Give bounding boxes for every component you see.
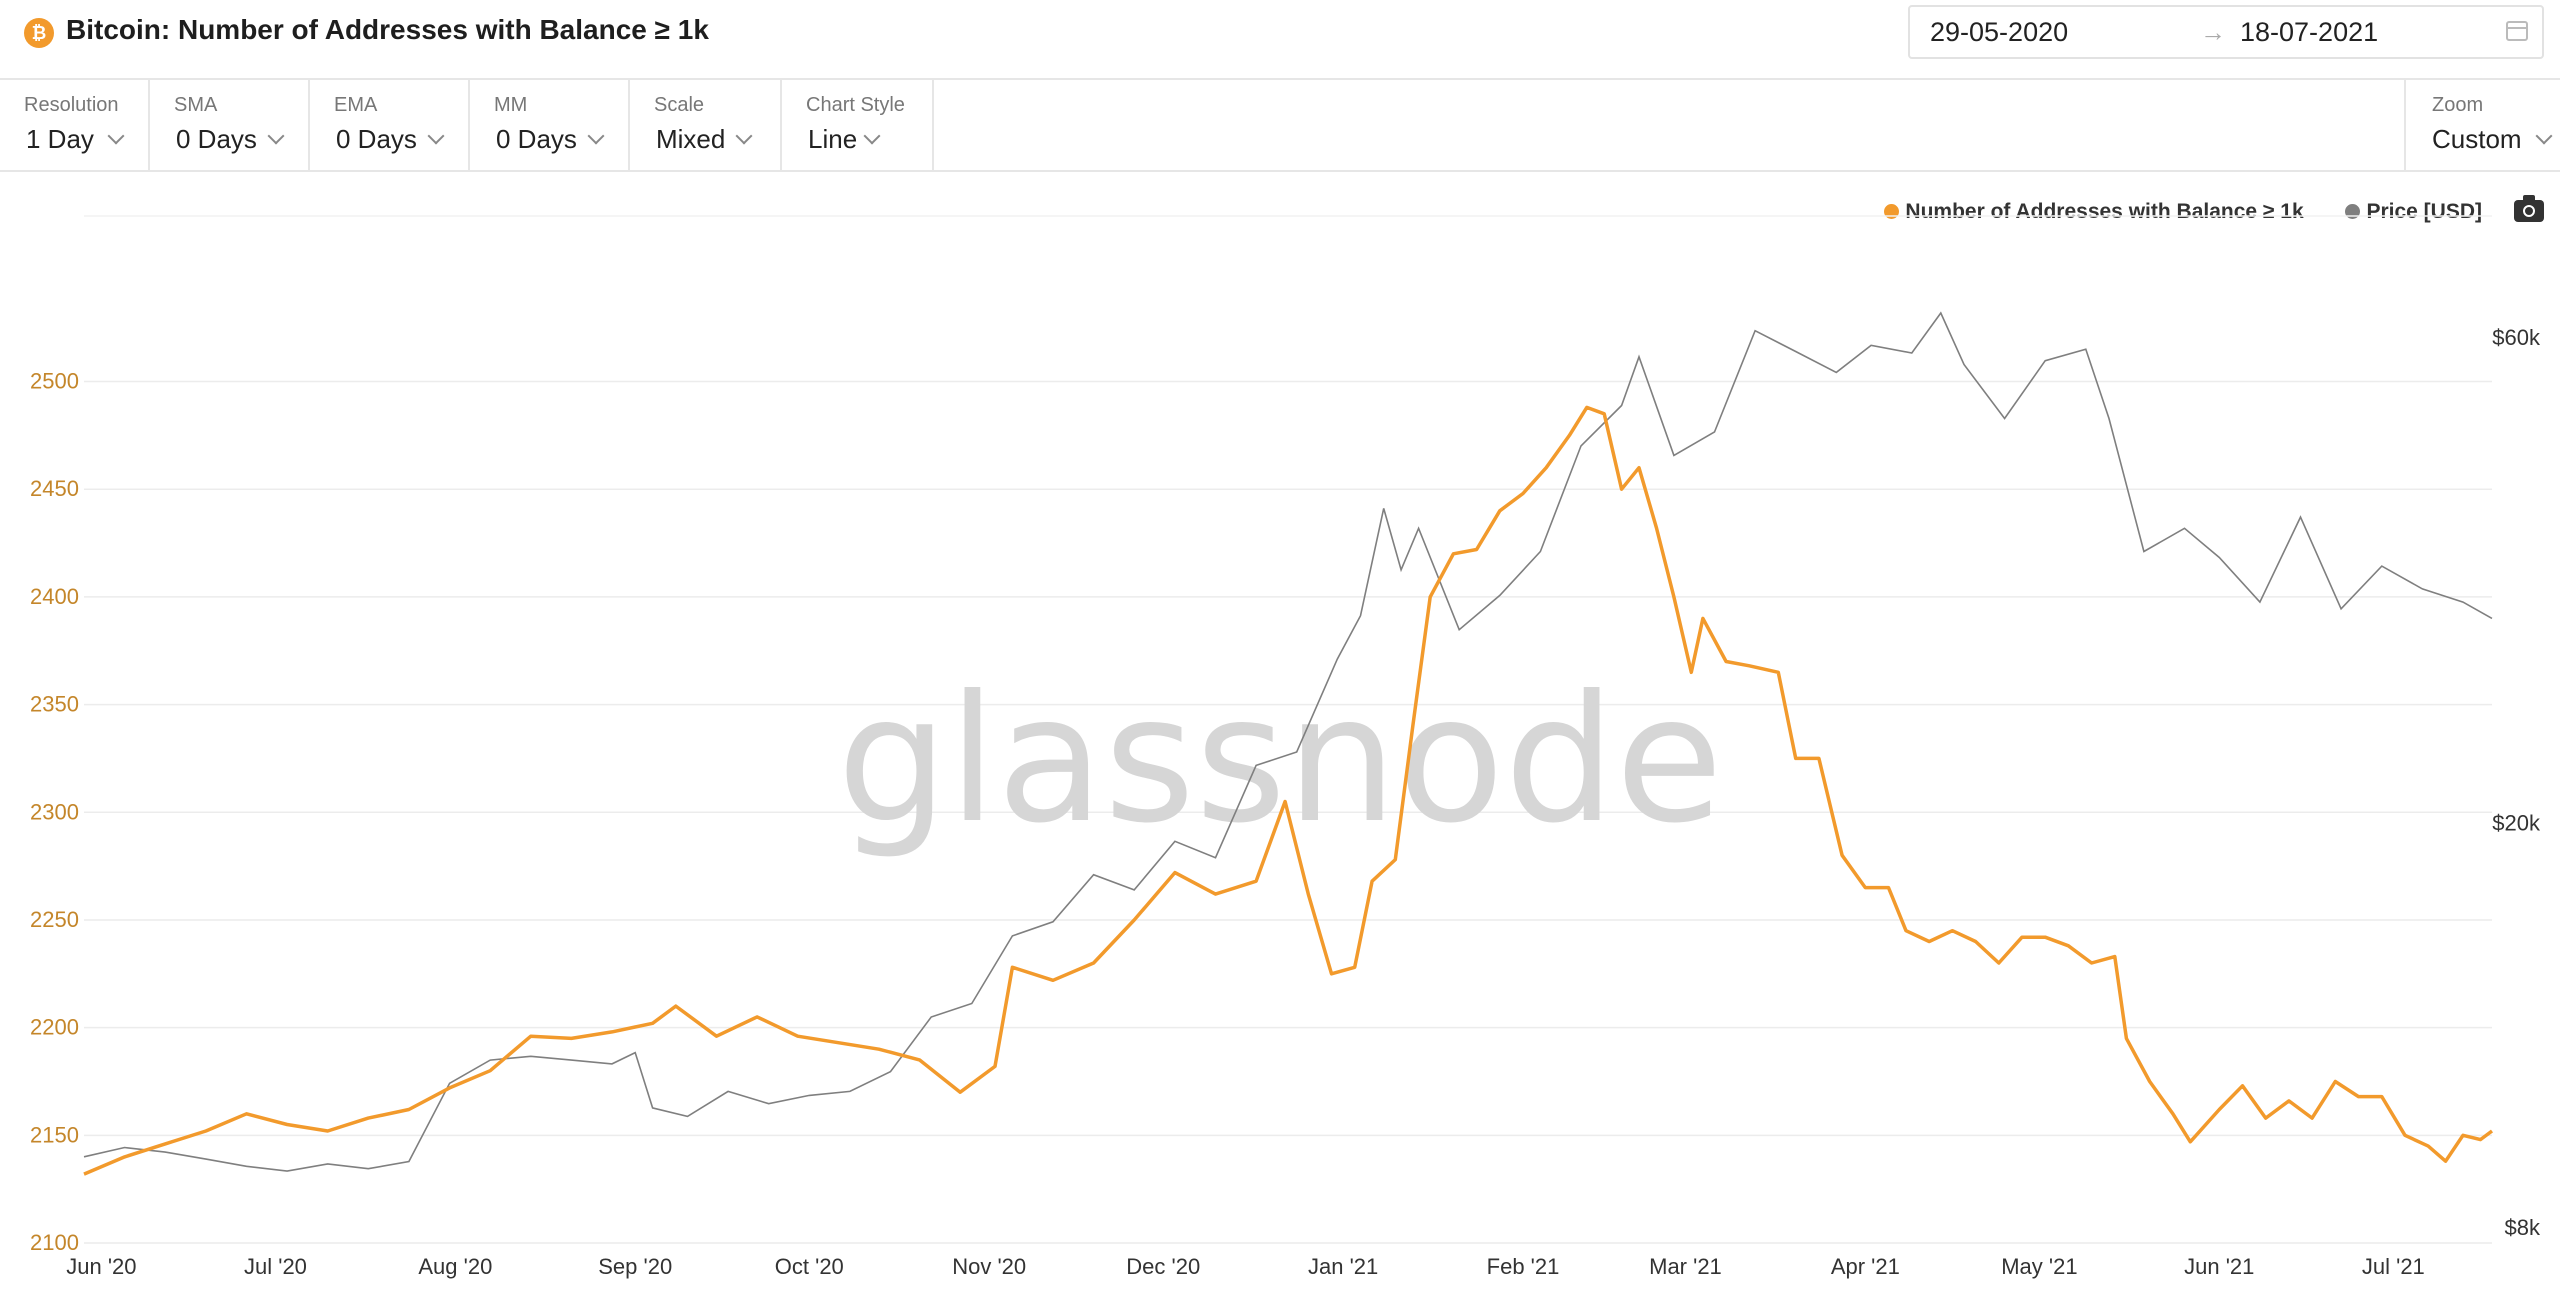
chart-style-value: Line bbox=[808, 124, 858, 154]
chevron-down-icon bbox=[2535, 127, 2553, 145]
ema-label: EMA bbox=[334, 94, 378, 116]
chevron-down-icon bbox=[735, 127, 753, 145]
arrow-right-icon: → bbox=[2200, 17, 2226, 47]
y-tick-label-left: 2400 bbox=[30, 584, 79, 609]
date-range-picker[interactable]: 29-05-2020 → 18-07-2021 bbox=[1908, 5, 2544, 59]
y-tick-label-left: 2350 bbox=[30, 692, 79, 717]
chevron-down-icon bbox=[863, 127, 881, 145]
x-tick-label: Aug '20 bbox=[418, 1254, 492, 1279]
x-tick-label: Dec '20 bbox=[1126, 1254, 1200, 1279]
zoom-label: Zoom bbox=[2432, 94, 2484, 116]
y-tick-label-right: $8k bbox=[2505, 1215, 2541, 1240]
price-series-line bbox=[83, 311, 2493, 1172]
mm-dropdown[interactable]: MM 0 Days bbox=[470, 80, 630, 170]
y-axis-right: $8k $20k $60k bbox=[2492, 325, 2541, 1240]
chart-style-dropdown[interactable]: Chart Style Line bbox=[782, 80, 934, 170]
chevron-down-icon bbox=[427, 127, 445, 145]
resolution-value: 1 Day bbox=[26, 124, 94, 154]
y-tick-label-left: 2250 bbox=[30, 907, 79, 932]
x-tick-label: Nov '20 bbox=[952, 1254, 1026, 1279]
mm-value: 0 Days bbox=[496, 124, 577, 154]
sma-dropdown[interactable]: SMA 0 Days bbox=[150, 80, 310, 170]
chevron-down-icon bbox=[107, 127, 125, 145]
grid-lines bbox=[84, 215, 2492, 1244]
x-tick-label: Oct '20 bbox=[775, 1254, 844, 1279]
scale-dropdown[interactable]: Scale Mixed bbox=[630, 80, 782, 170]
y-tick-label-left: 2100 bbox=[30, 1230, 79, 1255]
zoom-value: Custom bbox=[2432, 124, 2522, 154]
y-tick-label-left: 2300 bbox=[30, 799, 79, 824]
x-tick-label: Jun '20 bbox=[66, 1254, 136, 1279]
x-tick-label: May '21 bbox=[2001, 1254, 2077, 1279]
y-tick-label-left: 2450 bbox=[30, 476, 79, 501]
x-tick-label: Jun '21 bbox=[2184, 1254, 2254, 1279]
resolution-dropdown[interactable]: Resolution 1 Day bbox=[0, 80, 150, 170]
mm-label: MM bbox=[494, 94, 528, 116]
camera-icon[interactable] bbox=[2514, 195, 2544, 222]
chart-legend: Number of Addresses with Balance ≥ 1k Pr… bbox=[1848, 200, 2482, 230]
y-tick-label-left: 2150 bbox=[30, 1122, 79, 1147]
addresses-series-line bbox=[83, 405, 2494, 1176]
x-tick-label: Jul '21 bbox=[2362, 1254, 2425, 1279]
chart-area: glassnode 2100 2150 2200 2250 2300 2350 2400 24… bbox=[30, 215, 2541, 1279]
legend-label-price: Price [USD] bbox=[2366, 200, 2482, 223]
y-tick-label-right: $60k bbox=[2492, 325, 2541, 350]
y-tick-label-left: 2200 bbox=[30, 1015, 79, 1040]
x-tick-label: Jul '20 bbox=[244, 1254, 307, 1279]
sma-value: 0 Days bbox=[176, 124, 257, 154]
y-tick-label-left: 2500 bbox=[30, 369, 79, 394]
chevron-down-icon bbox=[587, 127, 605, 145]
sma-label: SMA bbox=[174, 94, 218, 116]
y-axis-left: 2100 2150 2200 2250 2300 2350 2400 2450 2500 bbox=[30, 369, 79, 1255]
watermark: glassnode bbox=[837, 659, 1723, 862]
scale-label: Scale bbox=[654, 94, 705, 116]
legend-label-addresses: Number of Addresses with Balance ≥ 1k bbox=[1905, 200, 2304, 223]
ema-dropdown[interactable]: EMA 0 Days bbox=[310, 80, 470, 170]
chart-style-label: Chart Style bbox=[806, 94, 905, 116]
x-tick-label: Sep '20 bbox=[598, 1254, 672, 1279]
resolution-label: Resolution bbox=[24, 94, 119, 116]
ema-value: 0 Days bbox=[336, 124, 417, 154]
x-tick-label: Jan '21 bbox=[1308, 1254, 1378, 1279]
bitcoin-icon: ₿ bbox=[24, 18, 54, 48]
x-axis: Jun '20 Jul '20 Aug '20 Sep '20 Oct '20 Nov '… bbox=[66, 1254, 2425, 1279]
x-tick-label: Apr '21 bbox=[1831, 1254, 1900, 1279]
chart-controls: Resolution 1 Day SMA 0 Days EMA 0 Days M… bbox=[0, 80, 2560, 172]
date-end-input[interactable]: 18-07-2021 bbox=[2240, 17, 2379, 47]
chevron-down-icon bbox=[267, 127, 285, 145]
x-tick-label: Mar '21 bbox=[1649, 1254, 1722, 1279]
page-title: Bitcoin: Number of Addresses with Balanc… bbox=[66, 14, 709, 45]
calendar-icon[interactable] bbox=[2506, 21, 2528, 41]
x-tick-label: Feb '21 bbox=[1487, 1254, 1560, 1279]
chart-header: ₿ Bitcoin: Number of Addresses with Bala… bbox=[0, 0, 2560, 80]
y-tick-label-right: $20k bbox=[2492, 810, 2541, 835]
zoom-dropdown[interactable]: Zoom Custom bbox=[2404, 80, 2560, 170]
scale-value: Mixed bbox=[656, 124, 726, 154]
date-start-input[interactable]: 29-05-2020 bbox=[1930, 17, 2069, 47]
